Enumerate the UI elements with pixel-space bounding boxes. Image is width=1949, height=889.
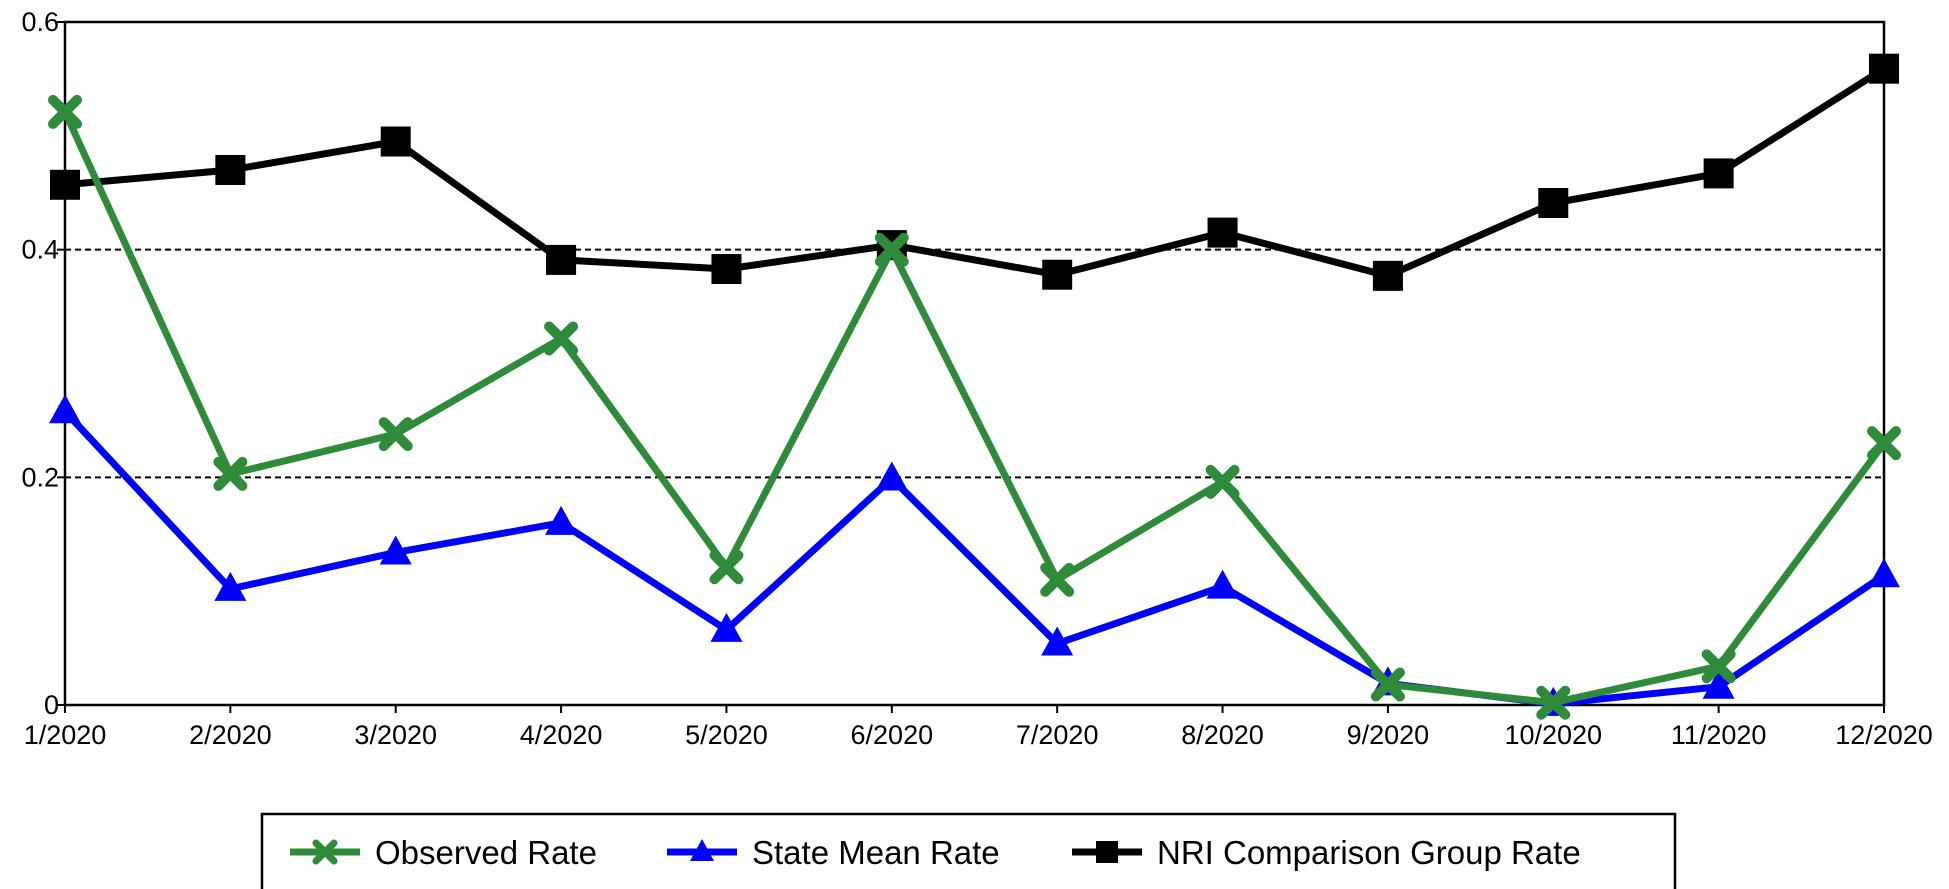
marker-stroke: [378, 417, 413, 452]
x-axis-ticks: 1/2020 2/2020 3/2020 4/2020 5/2020 6/2020 7/20…: [24, 705, 1933, 750]
y-tick-label: 0.4: [21, 235, 59, 265]
marker-stroke: [1205, 464, 1240, 499]
marker-stroke: [709, 550, 744, 585]
y-tick-label: 0.2: [21, 462, 59, 492]
data-point-observed-rate: [1370, 667, 1405, 702]
data-point-observed-rate: [1536, 685, 1571, 720]
legend-item-observed-rate: Observed Rate: [290, 834, 597, 871]
data-point-observed-rate: [1040, 562, 1075, 597]
x-tick-label: 10/2020: [1504, 720, 1602, 750]
marker-stroke: [1701, 649, 1736, 684]
legend-label: Observed Rate: [375, 834, 597, 871]
data-point-nri-comparison-group-rate: [1042, 259, 1073, 290]
legend-label: NRI Comparison Group Rate: [1157, 834, 1581, 871]
legend-marker: [690, 839, 714, 861]
data-point-nri-comparison-group-rate: [1372, 260, 1403, 291]
data-point-observed-rate: [378, 417, 413, 452]
data-point-state-mean-rate: [1868, 558, 1900, 588]
legend-item-nri-comparison-group-rate: NRI Comparison Group Rate: [1072, 834, 1581, 871]
data-point-nri-comparison-group-rate: [1207, 217, 1238, 248]
series-line-nri-comparison-group-rate: [64, 65, 1886, 280]
legend-label: State Mean Rate: [752, 834, 1000, 871]
data-point-observed-rate: [48, 94, 82, 129]
marker-stroke: [1536, 685, 1571, 720]
data-point-observed-rate: [1701, 649, 1736, 684]
x-tick-label: 5/2020: [685, 720, 768, 750]
x-tick-label: 9/2020: [1347, 720, 1430, 750]
x-tick-label: 7/2020: [1016, 720, 1099, 750]
y-axis-ticks: 0 0.2 0.4 0.6: [21, 7, 65, 720]
data-point-state-mean-rate: [1702, 669, 1735, 699]
data-point-nri-comparison-group-rate: [711, 254, 742, 285]
legend-item-state-mean-rate: State Mean Rate: [667, 834, 1000, 871]
data-point-observed-rate: [874, 232, 909, 267]
y-tick-label: 0: [44, 690, 59, 720]
legend-frame: [260, 812, 1677, 889]
marker-stroke: [874, 232, 909, 267]
series-line-state-mean-rate: [62, 408, 1886, 708]
series-state-mean-rate: [49, 394, 1900, 716]
data-point-state-mean-rate: [545, 505, 578, 535]
data-point-state-mean-rate: [875, 461, 908, 491]
data-point-state-mean-rate: [710, 612, 743, 642]
data-point-state-mean-rate: [1041, 626, 1074, 656]
marker-stroke: [544, 321, 579, 356]
marker-stroke: [1040, 562, 1075, 597]
marker-stroke: [1370, 667, 1405, 702]
data-point-state-mean-rate: [379, 535, 412, 565]
x-tick-label: 12/2020: [1835, 720, 1933, 750]
data-point-nri-comparison-group-rate: [1538, 187, 1569, 218]
legend-marker: [312, 839, 338, 865]
y-tick-label: 0.6: [21, 7, 59, 37]
x-tick-label: 3/2020: [354, 720, 437, 750]
x-tick-label: 8/2020: [1181, 720, 1264, 750]
data-point-nri-comparison-group-rate: [50, 169, 80, 200]
data-point-nri-comparison-group-rate: [380, 126, 411, 157]
gridlines: [65, 248, 1884, 479]
data-point-state-mean-rate: [1206, 569, 1239, 599]
marker-stroke: [48, 94, 82, 129]
data-point-nri-comparison-group-rate: [215, 154, 246, 185]
data-point-state-mean-rate: [49, 394, 81, 424]
x-tick-label: 4/2020: [520, 720, 603, 750]
series-observed-rate: [48, 94, 1901, 720]
x-tick-label: 2/2020: [189, 720, 272, 750]
data-point-nri-comparison-group-rate: [1869, 53, 1899, 84]
data-point-observed-rate: [1205, 464, 1240, 499]
data-point-observed-rate: [213, 456, 248, 491]
data-point-observed-rate: [709, 550, 744, 585]
data-point-nri-comparison-group-rate: [546, 244, 577, 275]
x-tick-label: 11/2020: [1671, 720, 1767, 750]
series-line-observed-rate: [61, 110, 1887, 707]
legend-marker: [1096, 841, 1118, 863]
marker-stroke: [312, 839, 338, 865]
series-nri-comparison-group-rate: [50, 53, 1899, 291]
data-point-observed-rate: [1867, 426, 1901, 461]
data-point-nri-comparison-group-rate: [1703, 158, 1734, 189]
x-tick-label: 6/2020: [851, 720, 934, 750]
marker-stroke: [1867, 426, 1901, 461]
plot-area-frame: [63, 20, 1886, 707]
marker-stroke: [213, 456, 248, 491]
data-point-state-mean-rate: [214, 571, 247, 601]
data-point-observed-rate: [544, 321, 579, 356]
x-tick-label: 1/2020: [24, 720, 107, 750]
legend: Observed Rate State Mean Rate NRI Comparis…: [260, 812, 1677, 889]
series-layer: [48, 53, 1901, 720]
